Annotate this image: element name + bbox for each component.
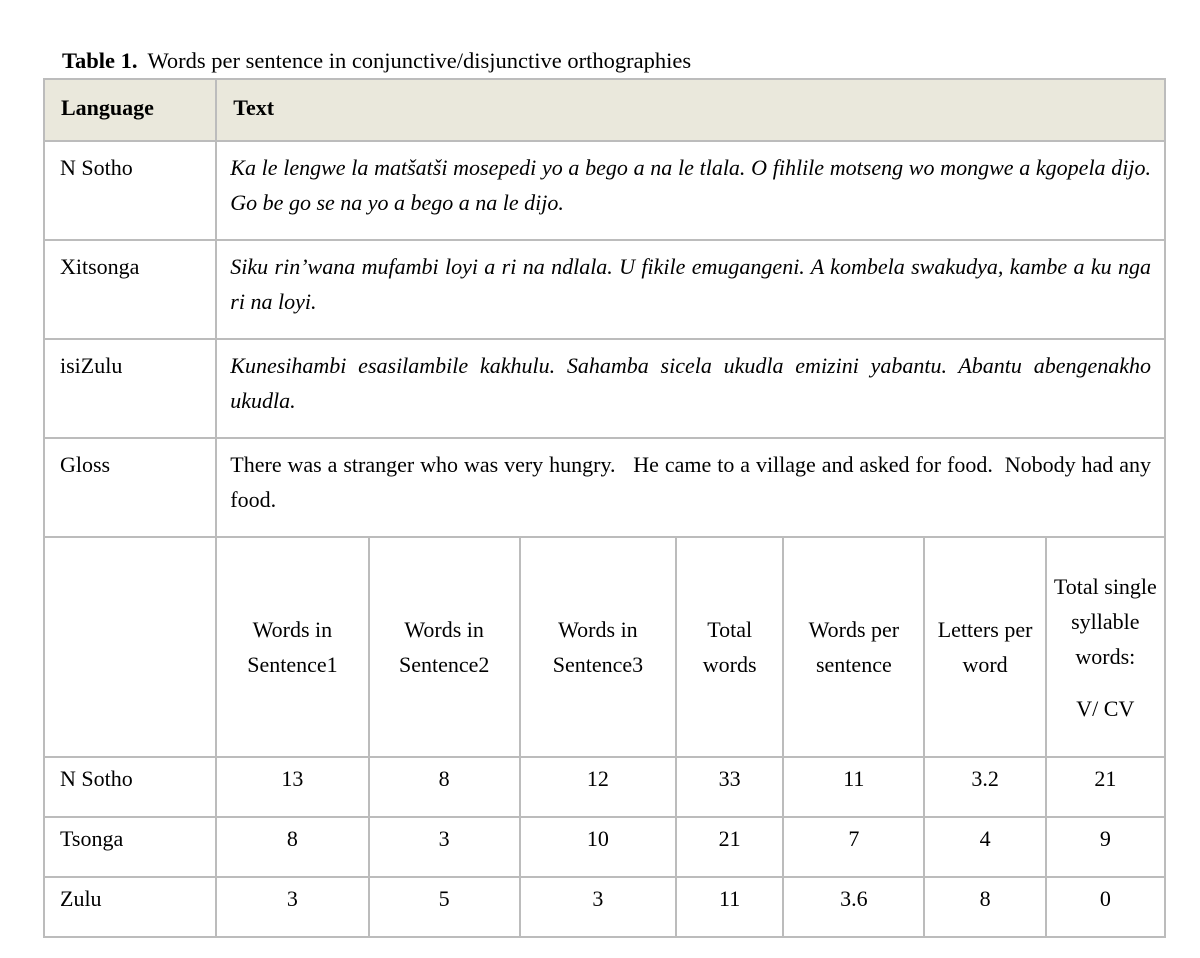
stat-value: 11 (675, 876, 785, 938)
stats-row-tsonga: Tsonga 8 3 10 21 7 4 9 (42, 816, 1167, 878)
caption-text: Words per sentence in conjunctive/disjun… (147, 47, 692, 73)
sample-text: Kunesihambi esasilambile kakhulu. Sahamb… (215, 338, 1166, 439)
text-row-gloss: Gloss There was a stranger who was very … (42, 437, 1166, 538)
text-row-isizulu: isiZulu Kunesihambi esasilambile kakhulu… (42, 338, 1166, 439)
language-label: N Sotho (42, 756, 218, 818)
orthography-table: Language Text N Sotho Ka le lengwe la ma… (42, 78, 1167, 938)
language-label: N Sotho (42, 140, 218, 241)
table-caption: Table 1. Words per sentence in conjunctiv… (62, 47, 691, 75)
text-row-xitsonga: Xitsonga Siku rin’wana mufambi loyi a ri… (42, 239, 1166, 340)
language-label: Gloss (42, 437, 218, 538)
gloss-text: There was a stranger who was very hungry… (215, 437, 1166, 538)
stats-row-nsotho: N Sotho 13 8 12 33 11 3.2 21 (42, 756, 1167, 818)
stats-header-single-syllable: Total single syllable words: V/ CV (1044, 536, 1167, 758)
stat-value: 13 (215, 756, 370, 818)
caption-label: Table 1. (62, 47, 138, 73)
stat-value: 21 (1044, 756, 1167, 818)
language-label: isiZulu (42, 338, 218, 439)
col-header-language: Language (42, 78, 218, 142)
col-header-text: Text (215, 78, 1166, 142)
stat-value: 33 (675, 756, 785, 818)
stats-header-words-s2: Words in Sentence2 (367, 536, 521, 758)
stat-value: 10 (518, 816, 678, 878)
stats-header-words-s1: Words in Sentence1 (215, 536, 370, 758)
sample-text: Siku rin’wana mufambi loyi a ri na ndlal… (215, 239, 1166, 340)
stat-value: 0 (1044, 876, 1167, 938)
single-syllable-title: Total single syllable words: (1053, 573, 1157, 669)
stat-value: 3.2 (923, 756, 1047, 818)
text-row-nsotho: N Sotho Ka le lengwe la matšatši moseped… (42, 140, 1166, 241)
single-syllable-subtitle: V/ CV (1076, 695, 1135, 721)
stat-value: 8 (923, 876, 1047, 938)
stats-header-letters-per-word: Letters per word (923, 536, 1047, 758)
stats-header-words-per-sentence: Words per sentence (782, 536, 926, 758)
language-label: Zulu (42, 876, 218, 938)
stat-value: 3 (367, 816, 521, 878)
stat-value: 3 (215, 876, 370, 938)
stat-value: 8 (215, 816, 370, 878)
header-row: Language Text (42, 78, 1166, 142)
language-label: Xitsonga (42, 239, 218, 340)
stat-value: 12 (518, 756, 678, 818)
stats-header-words-s3: Words in Sentence3 (518, 536, 678, 758)
stat-value: 21 (675, 816, 785, 878)
stat-value: 11 (782, 756, 926, 818)
sample-text: Ka le lengwe la matšatši mosepedi yo a b… (215, 140, 1166, 241)
stat-value: 5 (367, 876, 521, 938)
stat-value: 4 (923, 816, 1047, 878)
stats-header-empty (42, 536, 218, 758)
stats-header-total-words: Total words (675, 536, 785, 758)
stat-value: 3 (518, 876, 678, 938)
language-label: Tsonga (42, 816, 218, 878)
stat-value: 8 (367, 756, 521, 818)
stat-value: 3.6 (782, 876, 926, 938)
stat-value: 9 (1044, 816, 1167, 878)
stat-value: 7 (782, 816, 926, 878)
stats-row-zulu: Zulu 3 5 3 11 3.6 8 0 (42, 876, 1167, 938)
stats-header-row: Words in Sentence1 Words in Sentence2 Wo… (42, 536, 1167, 758)
